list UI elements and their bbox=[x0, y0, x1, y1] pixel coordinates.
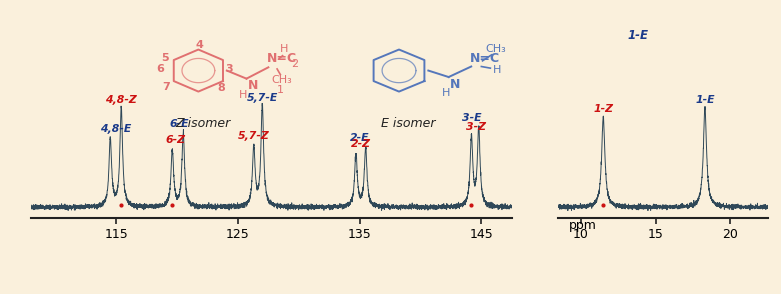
Text: 6: 6 bbox=[156, 64, 164, 74]
Text: N=C: N=C bbox=[267, 52, 298, 65]
Text: N: N bbox=[450, 78, 460, 91]
Text: H: H bbox=[442, 88, 451, 98]
Text: 5: 5 bbox=[161, 54, 169, 64]
Text: Z isomer: Z isomer bbox=[175, 117, 230, 130]
Text: N=C: N=C bbox=[470, 52, 500, 65]
Text: 6-E: 6-E bbox=[169, 118, 189, 128]
Text: 2: 2 bbox=[291, 59, 298, 69]
Text: 3-E: 3-E bbox=[462, 113, 481, 123]
Text: 7: 7 bbox=[162, 82, 170, 92]
Text: 4,8-Z: 4,8-Z bbox=[105, 95, 137, 105]
Text: 1-E: 1-E bbox=[627, 29, 648, 42]
Text: 3: 3 bbox=[225, 64, 233, 74]
Text: 2-E: 2-E bbox=[350, 133, 369, 143]
Text: CH₃: CH₃ bbox=[271, 76, 292, 86]
Text: H: H bbox=[239, 90, 248, 100]
Text: CH₃: CH₃ bbox=[486, 44, 506, 54]
Text: N: N bbox=[248, 79, 258, 92]
Text: E isomer: E isomer bbox=[381, 117, 435, 130]
Text: 8: 8 bbox=[217, 83, 225, 93]
Text: 5,7-E: 5,7-E bbox=[247, 93, 278, 103]
Text: 1-Z: 1-Z bbox=[594, 104, 613, 114]
Text: 5,7-Z: 5,7-Z bbox=[238, 131, 269, 141]
Text: 1-E: 1-E bbox=[695, 95, 715, 105]
Text: 3-Z: 3-Z bbox=[466, 122, 487, 132]
Text: ppm: ppm bbox=[569, 219, 597, 232]
Text: 4: 4 bbox=[195, 41, 203, 51]
Text: 1: 1 bbox=[277, 85, 284, 95]
Text: 6-Z: 6-Z bbox=[166, 136, 186, 146]
Text: H: H bbox=[493, 65, 501, 75]
Text: 4,8-E: 4,8-E bbox=[99, 124, 130, 134]
Text: 2-Z: 2-Z bbox=[351, 139, 371, 149]
Text: H: H bbox=[280, 44, 288, 54]
